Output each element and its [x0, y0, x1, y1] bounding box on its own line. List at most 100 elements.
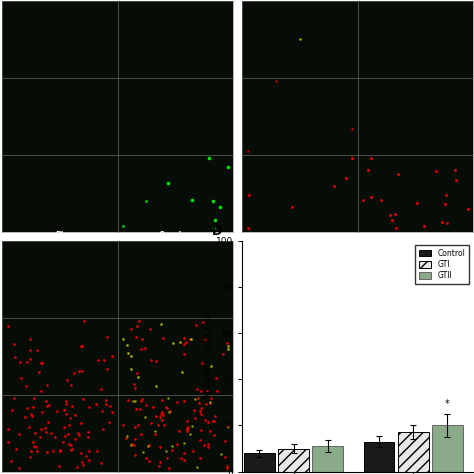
Point	[194, 395, 202, 402]
Point	[195, 399, 202, 407]
Point	[56, 446, 64, 454]
Point	[146, 457, 153, 465]
Point	[132, 405, 140, 413]
Point	[33, 346, 41, 354]
Point	[68, 446, 76, 453]
Point	[246, 191, 253, 198]
Point	[37, 359, 45, 366]
Point	[168, 443, 175, 450]
Point	[60, 423, 68, 430]
Point	[188, 423, 196, 430]
Point	[147, 356, 155, 364]
Text: *: *	[445, 399, 450, 410]
Point	[75, 367, 83, 375]
Bar	[432, 426, 463, 472]
Point	[131, 384, 139, 392]
Point	[131, 423, 139, 431]
Point	[213, 387, 221, 395]
Point	[56, 447, 64, 455]
Point	[210, 417, 218, 425]
Point	[364, 166, 372, 174]
Point	[102, 400, 110, 408]
Point	[134, 421, 142, 429]
Point	[158, 396, 166, 404]
Point	[164, 394, 172, 402]
Point	[272, 78, 280, 85]
Point	[186, 431, 194, 438]
Point	[67, 442, 75, 449]
Point	[79, 458, 86, 465]
Point	[67, 447, 75, 454]
Point	[208, 394, 215, 402]
Point	[77, 449, 85, 457]
Point	[119, 421, 127, 429]
Point	[67, 414, 74, 422]
Point	[202, 400, 210, 408]
Point	[163, 404, 171, 412]
Point	[349, 155, 356, 162]
Point	[133, 322, 140, 329]
Point	[146, 326, 154, 333]
Point	[141, 345, 149, 352]
Point	[201, 441, 208, 449]
Point	[23, 358, 31, 365]
Point	[65, 441, 73, 448]
Point	[160, 421, 167, 428]
Point	[191, 414, 199, 422]
Point	[140, 448, 147, 456]
Point	[27, 447, 35, 455]
Point	[109, 352, 116, 360]
Point	[73, 464, 81, 471]
Point	[42, 397, 50, 405]
Point	[386, 211, 394, 219]
Point	[182, 338, 190, 346]
Point	[68, 402, 76, 410]
Point	[80, 318, 88, 325]
Point	[157, 410, 164, 418]
Point	[199, 360, 206, 367]
Point	[8, 406, 16, 414]
Point	[181, 450, 188, 457]
Point	[224, 422, 231, 429]
Point	[413, 199, 421, 207]
Point	[85, 456, 92, 464]
Point	[59, 438, 67, 446]
Point	[163, 454, 171, 461]
Point	[61, 406, 68, 414]
Point	[144, 442, 152, 450]
Point	[173, 440, 181, 448]
Point	[152, 383, 160, 390]
Point	[30, 394, 38, 402]
Point	[193, 385, 201, 393]
Point	[123, 432, 131, 440]
Point	[392, 224, 400, 232]
Point	[134, 374, 141, 381]
Point	[27, 412, 35, 419]
Point	[201, 416, 209, 424]
Point	[169, 339, 176, 346]
Point	[391, 210, 399, 217]
Point	[191, 395, 199, 403]
Point	[143, 198, 150, 205]
Title: PI: PI	[56, 231, 64, 240]
Point	[67, 381, 74, 389]
Point	[63, 410, 70, 418]
Title: Overlay: Overlay	[159, 231, 192, 240]
Point	[10, 340, 18, 347]
Point	[38, 359, 46, 366]
Point	[156, 414, 164, 421]
Point	[37, 425, 45, 432]
Point	[35, 369, 43, 376]
Point	[224, 423, 232, 430]
Point	[130, 381, 138, 388]
Point	[221, 437, 228, 445]
Point	[442, 191, 449, 199]
Point	[85, 447, 92, 455]
Point	[102, 396, 109, 403]
Point	[222, 453, 229, 461]
Point	[106, 418, 113, 425]
Point	[30, 443, 38, 450]
Point	[343, 174, 350, 182]
Point	[95, 356, 102, 364]
Point	[190, 406, 198, 414]
